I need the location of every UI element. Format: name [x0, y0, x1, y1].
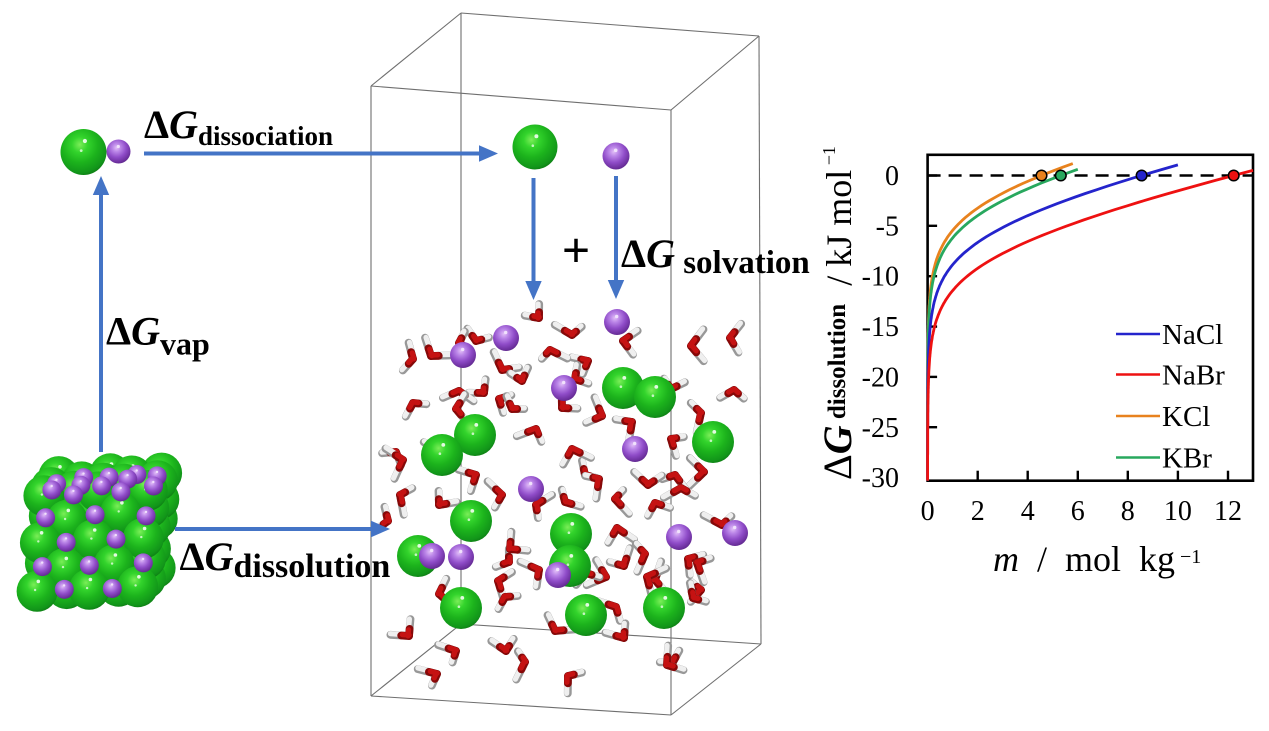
svg-text:-10: -10	[862, 262, 899, 293]
svg-text:-20: -20	[862, 362, 899, 393]
svg-text:8: 8	[1121, 496, 1135, 527]
svg-text:10: 10	[1164, 496, 1192, 527]
svg-text:ΔGdissolution: ΔGdissolution	[180, 534, 391, 585]
svg-text:-5: -5	[876, 211, 899, 242]
svg-text:+: +	[562, 222, 591, 278]
svg-text:NaBr: NaBr	[1162, 360, 1225, 392]
svg-text:ΔG dissolution / kJ mol −1: ΔG dissolution / kJ mol −1	[815, 146, 860, 480]
svg-text:-25: -25	[862, 413, 899, 444]
svg-text:4: 4	[1021, 496, 1035, 527]
svg-text:ΔGdissociation: ΔGdissociation	[144, 102, 333, 151]
svg-text:0: 0	[885, 161, 899, 192]
svg-text:m / mol kg −1: m / mol kg −1	[993, 539, 1201, 579]
svg-text:KBr: KBr	[1162, 443, 1212, 475]
svg-text:6: 6	[1071, 496, 1085, 527]
svg-text:ΔGvap: ΔGvap	[106, 309, 210, 362]
svg-text:KCl: KCl	[1162, 401, 1210, 433]
svg-text:12: 12	[1214, 496, 1242, 527]
svg-text:2: 2	[971, 496, 985, 527]
svg-text:-15: -15	[862, 312, 899, 343]
svg-text:ΔG solvation: ΔG solvation	[621, 231, 810, 281]
svg-text:-30: -30	[862, 463, 899, 494]
svg-text:NaCl: NaCl	[1162, 319, 1223, 351]
svg-text:0: 0	[921, 496, 935, 527]
